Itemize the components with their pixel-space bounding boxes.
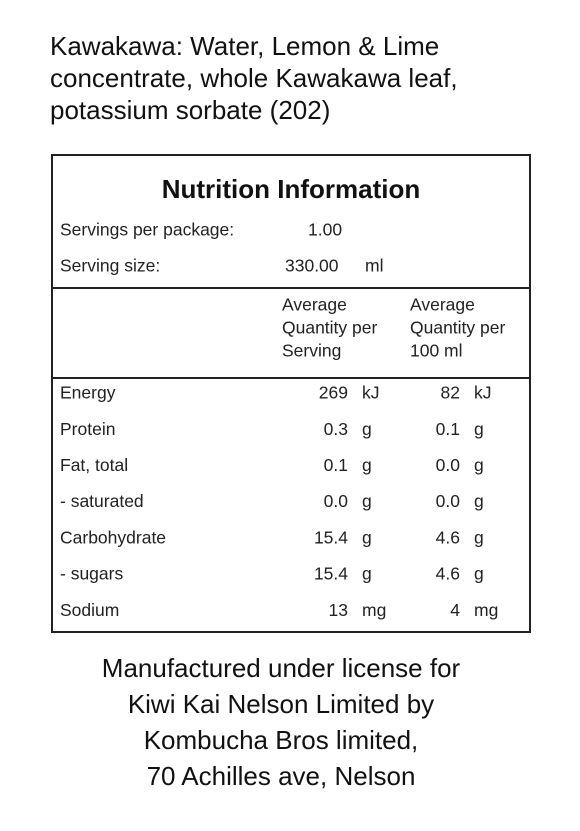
per-100ml-value: 0.0	[436, 491, 461, 511]
per-serving-unit: g	[362, 527, 372, 547]
per-100ml-value: 4.6	[436, 527, 460, 547]
nutrition-panel-border	[51, 154, 531, 633]
ingredients-line: Kawakawa: Water, Lemon & Lime	[50, 31, 439, 61]
per-serving-unit: mg	[362, 600, 386, 620]
per-100ml-value: 0.0	[436, 455, 461, 475]
per-100ml-unit: g	[474, 527, 484, 547]
per-100ml-unit: g	[474, 455, 484, 475]
per-100ml-value: 82	[441, 383, 460, 403]
per-serving-unit: kJ	[362, 383, 380, 403]
per-serving-value: 0.1	[324, 455, 348, 475]
servings-value: 1.00	[308, 220, 342, 240]
nutrient-name: - sugars	[60, 564, 123, 584]
per-serving-value: 269	[319, 383, 348, 403]
per-100ml-unit: g	[474, 419, 484, 439]
ingredients-line: potassium sorbate (202)	[50, 95, 330, 125]
per-serving-value: 13	[329, 600, 348, 620]
per-serving-unit: g	[362, 419, 372, 439]
servings-label: Servings per package:	[60, 220, 234, 240]
per-serving-value: 15.4	[314, 564, 348, 584]
per-serving-unit: g	[362, 491, 372, 511]
panel-title: Nutrition Information	[162, 174, 421, 204]
nutrient-name: - saturated	[60, 491, 144, 511]
per-serving-unit: g	[362, 455, 372, 475]
nutrient-name: Protein	[60, 419, 115, 439]
footer-line: Kiwi Kai Nelson Limited by	[128, 689, 434, 719]
per-100ml-unit: kJ	[474, 383, 492, 403]
per-serving-value: 15.4	[314, 527, 348, 547]
column-header: Average	[282, 295, 347, 315]
per-100ml-value: 4	[450, 600, 460, 620]
per-100ml-unit: g	[474, 564, 484, 584]
per-serving-value: 0.3	[324, 419, 348, 439]
per-serving-value: 0.0	[324, 491, 349, 511]
serving-size-label: Serving size:	[60, 256, 160, 276]
per-100ml-value: 4.6	[436, 564, 460, 584]
nutrient-name: Sodium	[60, 600, 119, 620]
ingredients-line: concentrate, whole Kawakawa leaf,	[50, 63, 458, 93]
footer-line: Kombucha Bros limited,	[144, 725, 419, 755]
column-header: Average	[410, 295, 475, 315]
nutrient-name: Fat, total	[60, 455, 128, 475]
serving-size-value: 330.00	[285, 256, 339, 276]
nutrient-name: Carbohydrate	[60, 527, 166, 547]
column-header: Quantity per	[282, 318, 377, 338]
column-header: Serving	[282, 341, 341, 361]
nutrient-name: Energy	[60, 383, 116, 403]
column-header: Quantity per	[410, 318, 505, 338]
column-header: 100 ml	[410, 341, 463, 361]
serving-size-unit: ml	[365, 256, 383, 276]
footer-line: Manufactured under license for	[102, 653, 461, 683]
per-100ml-unit: mg	[474, 600, 498, 620]
per-serving-unit: g	[362, 564, 372, 584]
per-100ml-unit: g	[474, 491, 484, 511]
footer-line: 70 Achilles ave, Nelson	[147, 761, 416, 791]
per-100ml-value: 0.1	[436, 419, 460, 439]
